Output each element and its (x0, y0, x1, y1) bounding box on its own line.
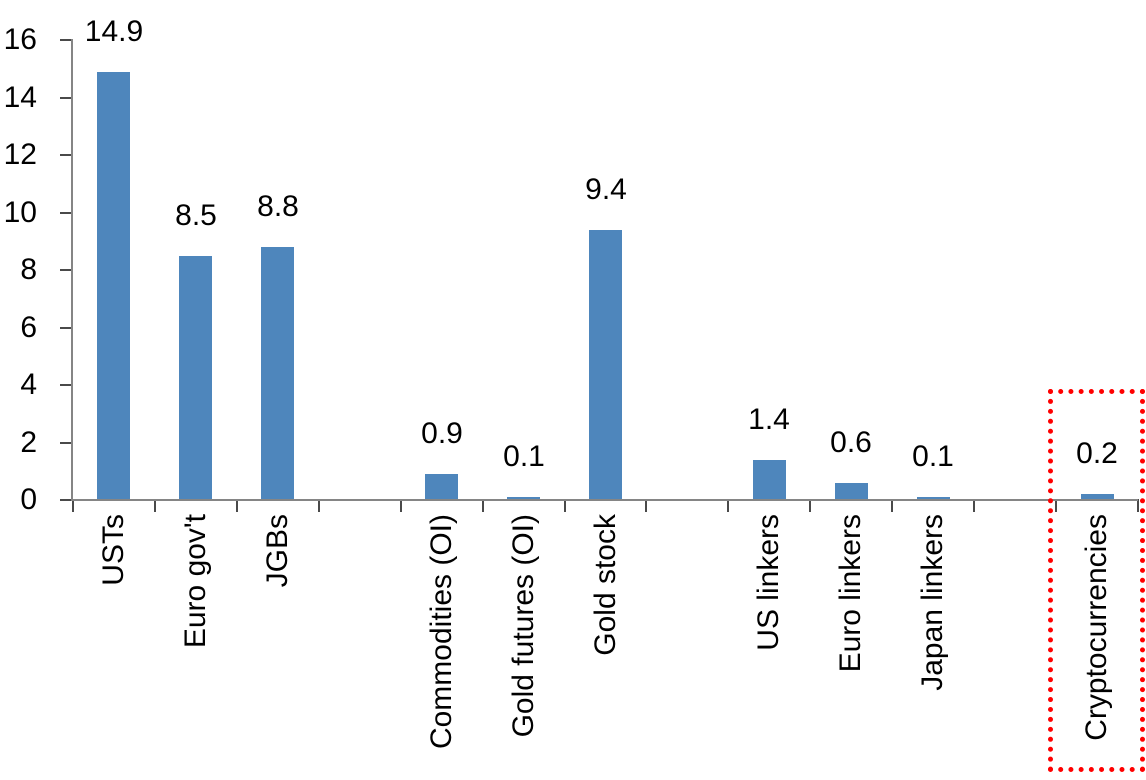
bar (589, 230, 622, 500)
category-label: Euro gov't (179, 514, 212, 649)
bar (1081, 494, 1114, 500)
y-tick (60, 384, 73, 386)
x-tick (809, 499, 811, 512)
x-tick (1055, 499, 1057, 512)
x-tick (72, 499, 74, 512)
category-label: Gold stock (589, 514, 622, 656)
y-tick (60, 269, 73, 271)
y-tick-label: 16 (3, 23, 37, 56)
x-axis-line (71, 499, 1138, 501)
category-label: Commodities (OI) (425, 514, 458, 750)
bar-value-label: 0.2 (1076, 437, 1118, 470)
bar (179, 256, 212, 500)
bar-value-label: 8.5 (175, 199, 217, 232)
x-tick (1137, 499, 1139, 512)
bar (97, 72, 130, 500)
y-tick-label: 4 (20, 368, 37, 401)
x-tick (564, 499, 566, 512)
y-tick (60, 327, 73, 329)
category-label: Euro linkers (834, 514, 867, 673)
y-tick-label: 14 (3, 81, 37, 114)
x-tick (154, 499, 156, 512)
bar-value-label: 9.4 (585, 173, 627, 206)
y-tick-label: 2 (20, 426, 37, 459)
y-tick (60, 499, 73, 501)
bar (753, 460, 786, 500)
bar-value-label: 0.9 (421, 417, 463, 450)
y-tick-label: 12 (3, 138, 37, 171)
highlight-box (1048, 389, 1145, 772)
bar (917, 497, 950, 500)
bar (425, 474, 458, 500)
x-tick (891, 499, 893, 512)
y-tick-label: 0 (20, 483, 37, 516)
bar (261, 247, 294, 500)
y-tick (60, 442, 73, 444)
y-tick-label: 10 (3, 196, 37, 229)
category-label: Gold futures (OI) (507, 514, 540, 738)
bar-value-label: 0.6 (830, 426, 872, 459)
x-tick (645, 499, 647, 512)
x-tick (727, 499, 729, 512)
bar-value-label: 8.8 (257, 190, 299, 223)
y-tick-label: 6 (20, 311, 37, 344)
x-tick (318, 499, 320, 512)
y-axis-line (71, 39, 73, 501)
bar-value-label: 0.1 (912, 440, 954, 473)
category-label: JGBs (261, 514, 294, 588)
category-label: Japan linkers (916, 514, 949, 691)
category-label: US linkers (752, 514, 785, 651)
bar (835, 483, 868, 500)
y-tick (60, 212, 73, 214)
x-tick (236, 499, 238, 512)
x-tick (400, 499, 402, 512)
y-tick (60, 97, 73, 99)
x-tick (482, 499, 484, 512)
bar-value-label: 0.1 (503, 440, 545, 473)
category-label: USTs (97, 514, 130, 586)
bar-value-label: 14.9 (84, 15, 144, 48)
y-tick (60, 39, 73, 41)
y-tick-label: 8 (20, 253, 37, 286)
bar (507, 497, 540, 500)
x-tick (973, 499, 975, 512)
y-tick (60, 154, 73, 156)
bar-value-label: 1.4 (748, 403, 790, 436)
